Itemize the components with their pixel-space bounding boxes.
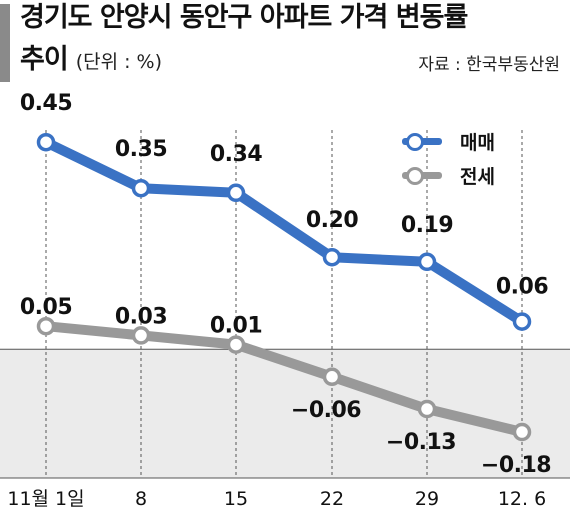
data-label-sale: 0.20 — [306, 208, 358, 233]
negative-band — [0, 349, 570, 478]
x-tick-label: 12. 6 — [498, 488, 546, 510]
data-point-sale — [226, 183, 246, 203]
series-line-jeonse — [41, 321, 527, 437]
data-label-jeonse: −0.13 — [386, 430, 456, 455]
chart-title-continued: 추이 — [20, 44, 69, 75]
legend-label-jeonse: 전세 — [460, 165, 495, 188]
source-label: 자료 : 한국부동산원 — [418, 55, 560, 75]
x-tick-label: 22 — [320, 488, 344, 510]
legend-item-sale: 매매 — [402, 124, 495, 158]
data-label-sale: 0.19 — [401, 213, 453, 238]
data-point-sale — [322, 247, 342, 267]
x-tick-label: 8 — [135, 488, 147, 510]
legend: 매매 전세 — [402, 124, 495, 192]
data-label-jeonse: 0.03 — [115, 304, 167, 329]
legend-label-sale: 매매 — [460, 131, 495, 154]
unit-label: (단위 : %) — [75, 51, 163, 73]
data-point-jeonse — [131, 326, 151, 345]
chart-title: 경기도 안양시 동안구 아파트 가격 변동률 — [20, 2, 468, 33]
data-label-jeonse: 0.01 — [210, 314, 262, 339]
data-point-jeonse — [226, 335, 246, 354]
data-label-sale: 0.45 — [20, 91, 72, 116]
legend-swatch-jeonse — [402, 165, 450, 185]
data-label-sale: 0.35 — [115, 137, 167, 162]
data-label-jeonse: −0.18 — [481, 453, 551, 478]
data-point-sale — [36, 132, 56, 152]
data-point-jeonse — [417, 399, 437, 419]
series-line-sale — [41, 137, 527, 327]
data-point-jeonse — [512, 422, 532, 442]
data-point-sale — [512, 312, 532, 331]
legend-item-jeonse: 전세 — [402, 158, 495, 192]
data-point-sale — [131, 178, 151, 198]
legend-swatch-sale — [402, 131, 450, 151]
x-tick-label: 15 — [224, 488, 248, 510]
chart-title-line2: 추이 (단위 : %) — [20, 42, 162, 81]
x-tick-label: 11월 1일 — [7, 488, 84, 510]
data-point-jeonse — [36, 316, 56, 336]
data-point-sale — [417, 252, 437, 272]
data-label-jeonse: −0.06 — [291, 398, 361, 423]
data-label-jeonse: 0.05 — [20, 295, 72, 320]
x-tick-label: 29 — [415, 488, 439, 510]
data-point-jeonse — [322, 367, 342, 387]
data-label-sale: 0.34 — [210, 142, 262, 167]
title-accent-bar — [0, 4, 10, 82]
data-label-sale: 0.06 — [496, 275, 548, 300]
